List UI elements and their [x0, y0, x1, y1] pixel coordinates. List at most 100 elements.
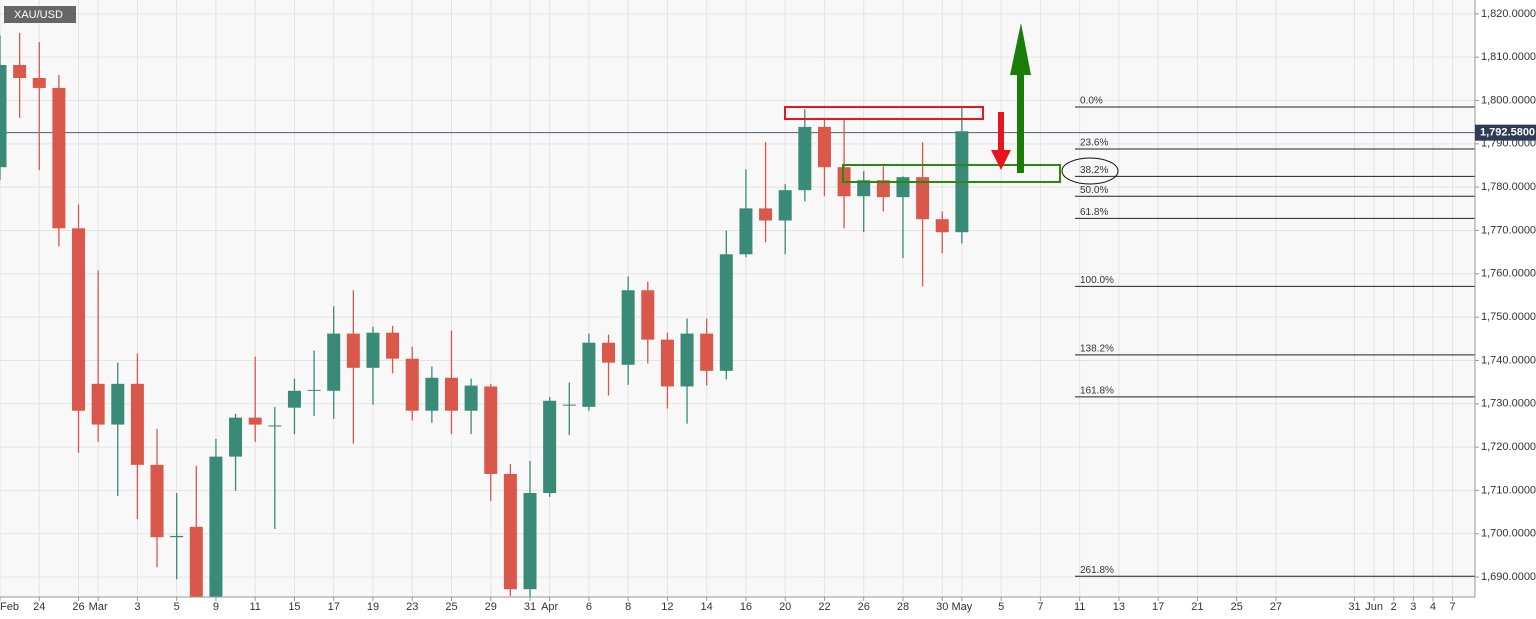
candle-body	[72, 228, 86, 411]
x-tick-label: 25	[445, 601, 457, 613]
x-tick-label: 5	[998, 601, 1004, 613]
x-tick-label: 31	[524, 601, 536, 613]
x-tick-label: 30	[936, 601, 948, 613]
y-tick-label: 1,790.0000	[1481, 138, 1536, 150]
x-tick-label: 20	[779, 601, 791, 613]
candle-body	[484, 386, 498, 474]
y-tick-label: 1,770.0000	[1481, 224, 1536, 236]
plot-background	[0, 0, 1475, 597]
candle-body	[32, 77, 46, 88]
x-tick-label: 5	[174, 601, 180, 613]
plot-area	[0, 32, 1475, 597]
annotations	[784, 23, 1119, 185]
candle-body	[170, 535, 184, 538]
candle-body	[366, 332, 380, 368]
candle-body	[327, 333, 341, 391]
candle-body	[268, 425, 282, 427]
candle-body	[700, 333, 714, 371]
candle-body	[386, 332, 400, 359]
x-tick-label: 24	[33, 601, 45, 613]
candle-body	[876, 180, 890, 198]
x-tick-label: 4	[1430, 601, 1436, 613]
y-tick-label: 1,740.0000	[1481, 354, 1536, 366]
candle-body	[582, 342, 596, 407]
fib-label: 0.0%	[1080, 96, 1103, 107]
x-tick-label: 6	[586, 601, 592, 613]
candle-body	[739, 208, 753, 255]
candle-body	[896, 177, 910, 198]
candle-body	[189, 526, 203, 597]
support-box	[842, 164, 1061, 183]
candle-body	[346, 333, 360, 368]
fib-label: 138.2%	[1080, 343, 1114, 354]
y-tick-label: 1,730.0000	[1481, 398, 1536, 410]
x-tick-label: 3	[1410, 601, 1416, 613]
y-tick-label: 1,720.0000	[1481, 441, 1536, 453]
down-arrow-head	[991, 150, 1011, 170]
candle-body	[543, 400, 557, 494]
candle-body	[798, 126, 812, 191]
fib-label: 261.8%	[1080, 565, 1114, 576]
candle-body	[857, 180, 871, 197]
candle-body	[464, 385, 478, 411]
x-tick-label: Jun	[1365, 601, 1383, 613]
candle-body	[425, 377, 439, 411]
x-tick-label: 8	[625, 601, 631, 613]
candle-body	[248, 417, 262, 425]
y-tick-label: 1,710.0000	[1481, 484, 1536, 496]
x-tick-label: 3	[134, 601, 140, 613]
x-tick-label: 14	[701, 601, 713, 613]
x-tick-label: 17	[1152, 601, 1164, 613]
candle-body	[680, 333, 694, 387]
candle-body	[562, 404, 576, 406]
candle-body	[0, 64, 7, 168]
y-tick-label: 1,760.0000	[1481, 268, 1536, 280]
x-tick-label: 25	[1231, 601, 1243, 613]
candle-body	[150, 464, 164, 538]
x-tick-label: 13	[1113, 601, 1125, 613]
candle-body	[503, 473, 517, 590]
y-tick-label: 1,700.0000	[1481, 528, 1536, 540]
fib-label: 100.0%	[1080, 275, 1114, 286]
last-price-label: 1,792.5800	[1480, 127, 1535, 139]
candle-body	[130, 383, 144, 465]
x-tick-label: 2	[1391, 601, 1397, 613]
x-tick-label: 12	[661, 601, 673, 613]
highlight-ellipse	[1061, 157, 1119, 185]
candle-body	[778, 190, 792, 221]
x-tick-label: 28	[897, 601, 909, 613]
resistance-box	[784, 106, 984, 120]
candle-body	[209, 456, 223, 597]
last-price-badge	[1475, 124, 1536, 141]
x-tick-label: 11	[1074, 601, 1085, 613]
y-tick-label: 1,780.0000	[1481, 181, 1536, 193]
x-tick-label: 19	[367, 601, 379, 613]
x-tick-label: 26	[858, 601, 870, 613]
y-tick-label: 1,690.0000	[1481, 571, 1536, 583]
candle-body	[641, 290, 655, 340]
candle-body	[719, 254, 733, 371]
x-tick-label: 23	[406, 601, 418, 613]
candle-body	[444, 377, 458, 411]
fib-label: 61.8%	[1080, 207, 1108, 218]
candle-body	[817, 126, 831, 168]
candle-body	[13, 64, 27, 78]
x-tick-label: 15	[288, 601, 300, 613]
candle-body	[91, 383, 105, 425]
candle-body	[229, 417, 243, 457]
candle-body	[602, 342, 616, 363]
x-tick-label: 27	[1270, 601, 1282, 613]
x-tick-label: 7	[1037, 601, 1043, 613]
x-tick-label: 22	[818, 601, 830, 613]
candle-body	[307, 389, 321, 391]
x-tick-label: 9	[213, 601, 219, 613]
symbol-badge	[4, 6, 76, 23]
candle-body	[621, 290, 635, 365]
fib-label: 38.2%	[1080, 165, 1108, 176]
candle-body	[759, 208, 773, 221]
x-tick-label: Mar	[89, 601, 108, 613]
x-tick-label: 17	[328, 601, 340, 613]
candle-body	[660, 339, 674, 387]
